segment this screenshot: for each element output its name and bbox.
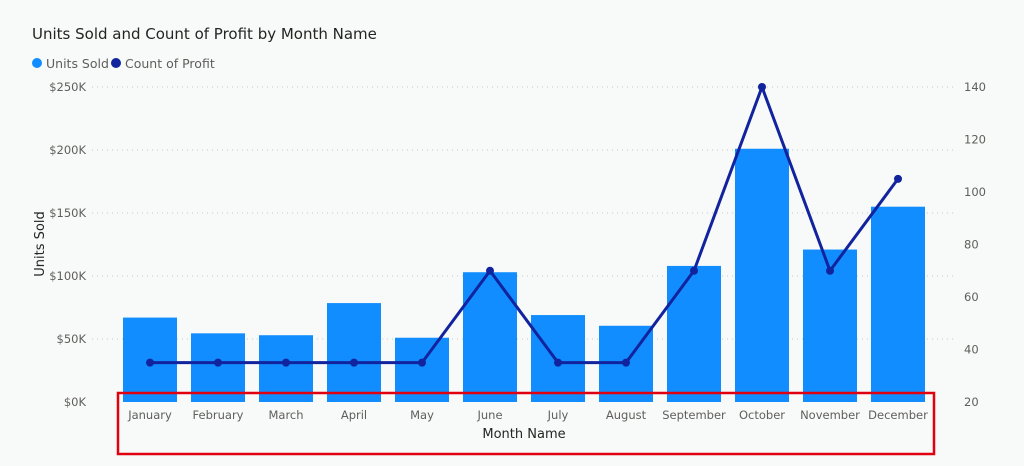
x-tick-label-february: February	[193, 408, 244, 422]
y-right-tick-label: 120	[964, 133, 986, 147]
x-tick-label-march: March	[268, 408, 303, 422]
point-count-of-profit-december[interactable]	[894, 174, 902, 183]
point-count-of-profit-august[interactable]	[622, 358, 630, 367]
bar-units-sold-february[interactable]	[191, 333, 245, 402]
x-tick-label-september: September	[662, 408, 726, 422]
x-tick-label-august: August	[606, 408, 647, 422]
point-count-of-profit-july[interactable]	[554, 358, 562, 367]
y-right-tick-label: 100	[964, 185, 986, 199]
y-right-tick-label: 140	[964, 80, 986, 94]
x-tick-label-november: November	[800, 408, 860, 422]
bar-units-sold-september[interactable]	[667, 265, 721, 402]
y-right-tick-label: 40	[964, 343, 979, 357]
y-axis-title: Units Sold	[33, 211, 48, 276]
point-count-of-profit-april[interactable]	[350, 358, 358, 367]
x-tick-label-june: June	[476, 408, 502, 422]
point-count-of-profit-october[interactable]	[758, 83, 766, 91]
point-count-of-profit-february[interactable]	[214, 358, 222, 367]
x-tick-label-may: May	[410, 408, 434, 422]
bar-units-sold-july[interactable]	[531, 315, 585, 402]
bar-units-sold-november[interactable]	[803, 249, 857, 402]
chart-title: Units Sold and Count of Profit by Month …	[32, 25, 377, 43]
y-left-tick-label: $0K	[64, 395, 87, 409]
x-tick-label-july: July	[547, 408, 569, 422]
bar-units-sold-october[interactable]	[735, 148, 789, 402]
legend-count-of-profit-label: Count of Profit	[125, 56, 215, 71]
legend-units-sold-marker	[32, 58, 42, 68]
y-left-tick-label: $50K	[57, 332, 87, 346]
x-tick-label-april: April	[341, 408, 367, 422]
y-right-tick-label: 60	[964, 290, 979, 304]
bar-units-sold-april[interactable]	[327, 303, 381, 402]
x-axis-highlight-box	[116, 391, 936, 456]
y-left-tick-label: $150K	[49, 206, 86, 220]
point-count-of-profit-november[interactable]	[826, 266, 834, 275]
y-left-tick-label: $100K	[49, 269, 86, 283]
x-axis: January February March April May June July Augu…	[127, 408, 928, 422]
x-tick-label-january: January	[127, 408, 172, 422]
point-count-of-profit-march[interactable]	[282, 358, 290, 367]
legend-units-sold-label: Units Sold	[46, 56, 109, 71]
bar-series	[123, 148, 925, 402]
y-left-tick-label: $250K	[49, 80, 86, 94]
point-count-of-profit-september[interactable]	[690, 266, 698, 275]
bar-units-sold-march[interactable]	[259, 335, 313, 402]
y-left-tick-label: $200K	[49, 143, 86, 157]
bar-units-sold-december[interactable]	[871, 206, 925, 402]
legend-count-of-profit-marker	[111, 58, 121, 68]
right-y-axis: 20 40 60 80 100 120 140	[964, 80, 986, 409]
x-tick-label-october: October	[739, 408, 785, 422]
point-count-of-profit-may[interactable]	[418, 358, 426, 367]
x-axis-title: Month Name	[482, 427, 565, 442]
y-right-tick-label: 20	[964, 395, 979, 409]
point-count-of-profit-january[interactable]	[146, 358, 154, 367]
bar-units-sold-may[interactable]	[395, 337, 449, 402]
legend[interactable]: Units Sold Count of Profit	[32, 56, 215, 71]
x-tick-label-december: December	[868, 408, 928, 422]
left-y-axis: $0K $50K $100K $150K $200K $250K	[49, 80, 86, 409]
line-count-of-profit	[150, 85, 900, 365]
y-right-tick-label: 80	[964, 238, 979, 252]
line-series	[146, 83, 902, 367]
bar-units-sold-june[interactable]	[463, 272, 517, 402]
point-count-of-profit-june[interactable]	[486, 266, 494, 275]
